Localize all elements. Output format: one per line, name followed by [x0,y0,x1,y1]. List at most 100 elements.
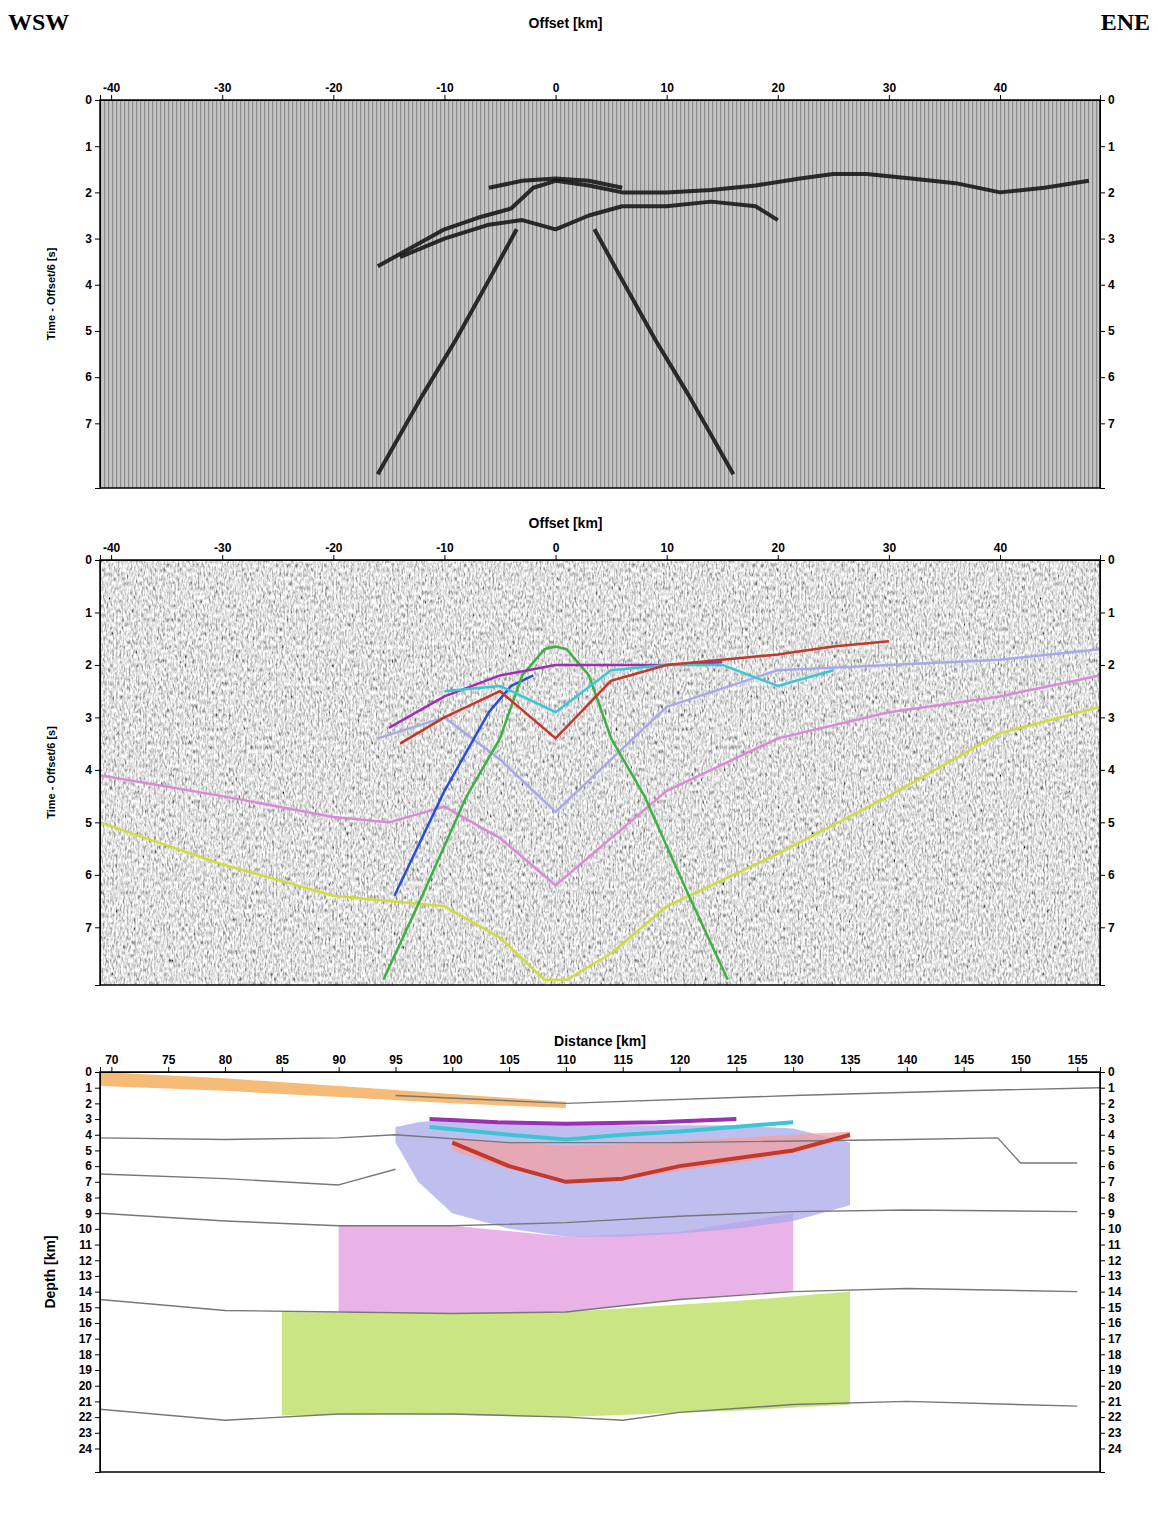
tick-label: 110 [557,1053,577,1067]
tick: 40 [994,81,1008,100]
tick-mark [452,1067,453,1072]
tick-label: 11 [1108,1238,1121,1252]
tick: 115 [614,1053,634,1072]
tick: 7 [85,1175,100,1189]
x-axis: -40-30-20-10010203040 [101,81,1101,101]
axis-line [101,1067,1101,1073]
line [452,1135,850,1182]
tick-label: 5 [85,816,92,830]
tick-label: 40 [994,81,1008,95]
tick: 6 [1100,370,1115,384]
tick: 2 [85,658,100,672]
tick-label: 19 [79,1363,93,1377]
tick: 6 [85,370,100,384]
tick-mark [1100,665,1105,666]
axis-line [95,1073,101,1473]
area [100,1072,566,1108]
tick: 10 [660,81,674,100]
tick-label: 14 [1108,1285,1122,1299]
tick-mark [95,1197,100,1198]
plot-frame [100,560,1100,985]
panel: -40-30-20-100102030400123456701234567Off… [45,515,1115,986]
tick: 15 [1100,1301,1122,1315]
tick: 7 [1100,921,1115,935]
tick: 19 [79,1363,100,1377]
tick-label: 5 [85,1144,92,1158]
line [430,1119,737,1124]
tick: 5 [1100,816,1115,830]
tick: 4 [1100,763,1115,777]
tick-label: 7 [85,417,92,431]
tick-mark [95,1323,100,1324]
tick-label: -40 [103,541,121,555]
y-axis-title: Depth [km] [42,1235,58,1308]
tick-label: 7 [85,921,92,935]
tick-label: 23 [1108,1426,1122,1440]
tick: 5 [85,1144,100,1158]
tick-label: 10 [1108,1222,1122,1236]
tick-label: -30 [214,81,232,95]
tick: 8 [1100,1191,1115,1205]
tick-label: 0 [553,81,560,95]
tick-label: 3 [1108,1112,1115,1126]
tick: 23 [79,1426,100,1440]
tick-mark [1100,1354,1105,1355]
tick-label: -20 [325,81,343,95]
tick: 11 [79,1238,100,1252]
axis-line [1101,101,1106,489]
tick-mark [95,1354,100,1355]
tick-label: 6 [1108,868,1115,882]
tick-mark [168,1067,169,1072]
tick-mark [95,1276,100,1277]
figure: -40-30-20-100102030400123456701234567Off… [0,0,1158,1517]
tick: -30 [214,81,232,100]
tick-mark [667,95,668,100]
panel: 7075808590951001051101151201251301351401… [42,1033,1122,1473]
tick-label: 1 [85,140,92,154]
tick: 120 [670,1053,690,1072]
tick-mark [1100,239,1105,240]
tick-mark [1100,1292,1105,1293]
tick: 10 [660,541,674,560]
tick: 18 [79,1348,100,1362]
tick-label: -10 [436,541,454,555]
line [395,1088,1100,1104]
tick-mark [623,1067,624,1072]
tick-mark [225,1067,226,1072]
tick: 0 [553,81,560,100]
tick-mark [1100,1150,1105,1151]
tick-mark [222,555,223,560]
tick-mark [95,146,100,147]
tick-label: 4 [85,763,92,777]
tick-mark [444,555,445,560]
y-axis: 01234567 [85,553,100,985]
tick: -40 [103,541,121,560]
tick-label: 6 [1108,1159,1115,1173]
tick-label: 0 [1108,93,1115,107]
tick-mark [907,1067,908,1072]
tick-label: 5 [85,324,92,338]
tick-label: -30 [214,541,232,555]
tick-label: 22 [79,1410,93,1424]
line [100,1169,395,1185]
tick: 4 [85,1128,100,1142]
tick: 6 [1100,868,1115,882]
tick-mark [95,100,100,101]
tick-label: 0 [553,541,560,555]
tick: 19 [1100,1363,1122,1377]
tick-label: 3 [1108,232,1115,246]
tick-label: 20 [772,541,786,555]
tick: 17 [79,1332,100,1346]
plot-frame [100,1072,1100,1472]
tick-label: 8 [85,1191,92,1205]
tick: 18 [1100,1348,1122,1362]
tick-mark [395,1067,396,1072]
tick: -20 [325,541,343,560]
tick-mark [95,1433,100,1434]
tick-mark [95,560,100,561]
tick: 10 [1100,1222,1122,1236]
tick: 2 [1100,658,1115,672]
tick-label: 75 [162,1053,176,1067]
line [594,229,733,474]
tick: 3 [1100,232,1115,246]
